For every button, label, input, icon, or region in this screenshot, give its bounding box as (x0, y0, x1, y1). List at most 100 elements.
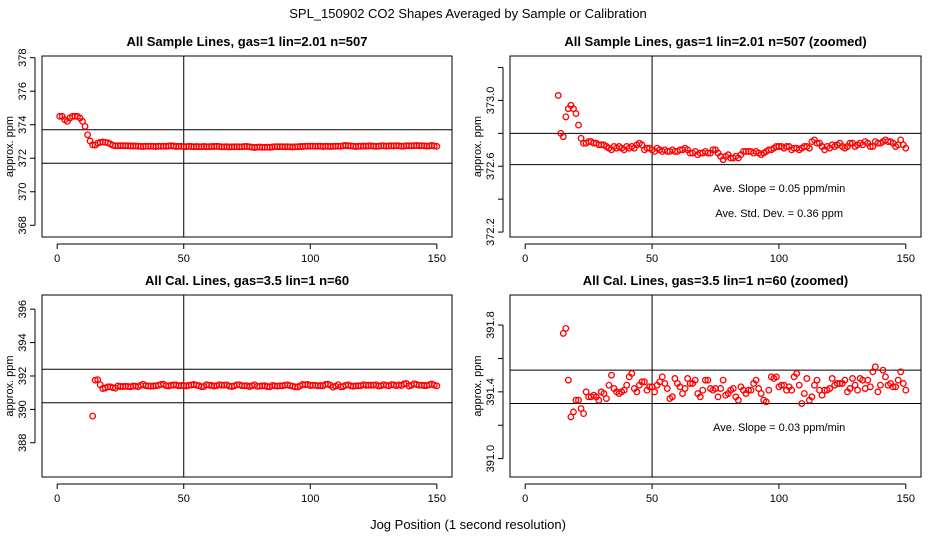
data-point (778, 381, 785, 389)
x-tick-label: 150 (428, 253, 446, 265)
data-point (714, 393, 722, 401)
data-point (595, 396, 603, 404)
data-point (681, 385, 689, 392)
data-point (841, 376, 849, 384)
data-point (704, 376, 712, 384)
data-point (866, 383, 874, 391)
data-point (729, 385, 737, 392)
data-point (602, 395, 610, 402)
y-tick-label: 372.6 (485, 152, 497, 180)
y-axis-label: approx. ppm (472, 355, 484, 416)
data-point (826, 385, 834, 392)
x-axis: 0 50 100 150 (54, 483, 446, 505)
x-tick-label: 100 (770, 253, 788, 265)
data-point (89, 412, 97, 420)
x-tick-label: 150 (428, 493, 446, 505)
data-points (554, 92, 910, 164)
data-point (813, 139, 821, 147)
data-point (849, 375, 856, 382)
plot-box (509, 294, 922, 478)
data-point (846, 385, 854, 392)
panel-title: All Cal. Lines, gas=3.5 lin=1 n=60 (145, 273, 349, 288)
y-axis: 372.2 372.6 373.0 (485, 67, 504, 246)
data-point (762, 398, 770, 406)
y-tick-label: 373.0 (485, 87, 497, 115)
y-tick-label: 391.0 (485, 445, 497, 473)
data-points (89, 376, 441, 420)
data-points (559, 324, 910, 421)
data-point (628, 370, 636, 377)
x-tick-label: 50 (646, 253, 658, 265)
data-point (836, 380, 844, 387)
x-axis: 0 50 100 150 (522, 483, 915, 505)
y-tick-label: 370 (17, 183, 29, 201)
data-point (800, 390, 808, 397)
panel-4: All Cal. Lines, gas=3.5 lin=1 n=60 (zoom… (472, 273, 922, 505)
data-point (765, 386, 773, 394)
data-point (846, 139, 854, 147)
data-point (871, 363, 879, 371)
y-tick-label: 390 (17, 400, 29, 418)
x-tick-label: 150 (897, 493, 915, 505)
data-point (783, 143, 790, 150)
data-point (605, 381, 613, 389)
x-tick-label: 100 (301, 253, 319, 265)
data-point (805, 144, 813, 152)
data-point (717, 385, 725, 392)
data-point (433, 142, 441, 150)
panel-title: All Sample Lines, gas=1 lin=2.01 n=507 (… (564, 34, 866, 49)
data-point (876, 381, 884, 389)
data-point (94, 376, 102, 384)
data-point (803, 375, 811, 382)
panel-title: All Cal. Lines, gas=3.5 lin=1 n=60 (zoom… (583, 273, 849, 288)
data-point (892, 383, 900, 391)
data-point (894, 376, 902, 384)
x-tick-label: 0 (54, 253, 60, 265)
data-point (81, 122, 89, 130)
data-point (84, 131, 92, 139)
data-point (575, 121, 582, 129)
data-point (808, 393, 816, 401)
y-axis-label: approx. ppm (472, 116, 484, 177)
data-point (580, 410, 588, 418)
plot-box (509, 55, 922, 238)
data-point (752, 376, 760, 384)
x-tick-label: 50 (178, 253, 190, 265)
annotation: Ave. Slope = 0.03 ppm/min (713, 422, 845, 434)
data-point (564, 376, 572, 384)
data-point (889, 383, 897, 391)
plot-box (41, 55, 453, 238)
y-tick-label: 374 (17, 116, 29, 134)
data-point (691, 376, 699, 384)
data-point (734, 396, 742, 404)
data-point (562, 324, 570, 332)
data-point (902, 144, 910, 152)
x-tick-label: 50 (178, 493, 190, 505)
data-point (772, 373, 780, 381)
x-tick-label: 100 (301, 493, 319, 505)
y-tick-label: 372 (17, 149, 29, 167)
data-point (828, 375, 836, 382)
data-point (633, 388, 641, 396)
data-point (651, 388, 659, 396)
data-point (433, 382, 441, 390)
data-point (623, 381, 631, 389)
x-tick-label: 0 (522, 253, 528, 265)
y-tick-label: 391.8 (485, 311, 497, 339)
data-point (813, 376, 821, 384)
annotation: Ave. Slope = 0.05 ppm/min (713, 183, 845, 195)
main-title: SPL_150902 CO2 Shapes Averaged by Sample… (289, 6, 647, 21)
data-point (745, 386, 752, 394)
data-point (575, 396, 582, 404)
x-axis-label: Jog Position (1 second resolution) (370, 517, 566, 532)
data-point (854, 386, 862, 394)
data-point (641, 378, 648, 386)
data-point (704, 149, 712, 157)
y-tick-label: 391.4 (485, 378, 497, 406)
y-tick-label: 394 (17, 333, 29, 351)
data-point (696, 393, 704, 401)
plot-box (41, 294, 453, 478)
x-tick-label: 50 (646, 493, 658, 505)
data-point (798, 400, 806, 407)
